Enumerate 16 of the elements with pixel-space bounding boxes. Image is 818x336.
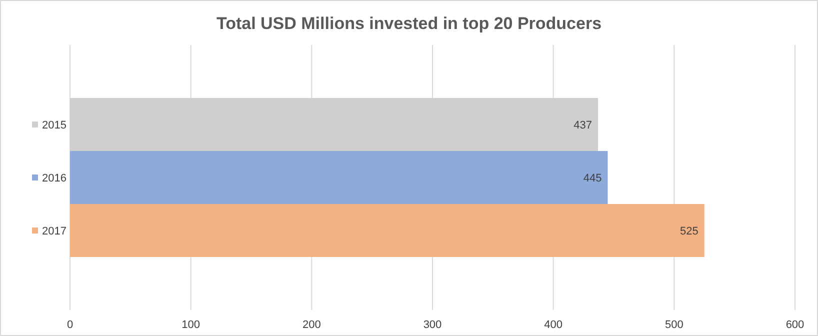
x-tick-label: 200 [302, 319, 321, 331]
data-label: 437 [574, 120, 592, 132]
chart-title: Total USD Millions invested in top 20 Producers [216, 14, 602, 33]
x-tick-label: 100 [182, 319, 200, 331]
y-tick-label: 2017 [42, 226, 66, 238]
x-tick-label: 0 [66, 319, 74, 331]
bar [70, 151, 608, 204]
x-tick-label: 400 [544, 319, 563, 331]
bar [70, 204, 704, 257]
y-tick-label: 2016 [42, 172, 66, 184]
x-tick-label: 300 [423, 319, 442, 331]
x-tick-label: 600 [786, 319, 804, 331]
y-tick-label: 2015 [42, 120, 66, 132]
data-label: 525 [680, 226, 698, 238]
data-label: 445 [583, 172, 602, 184]
x-tick-label: 500 [664, 319, 684, 331]
